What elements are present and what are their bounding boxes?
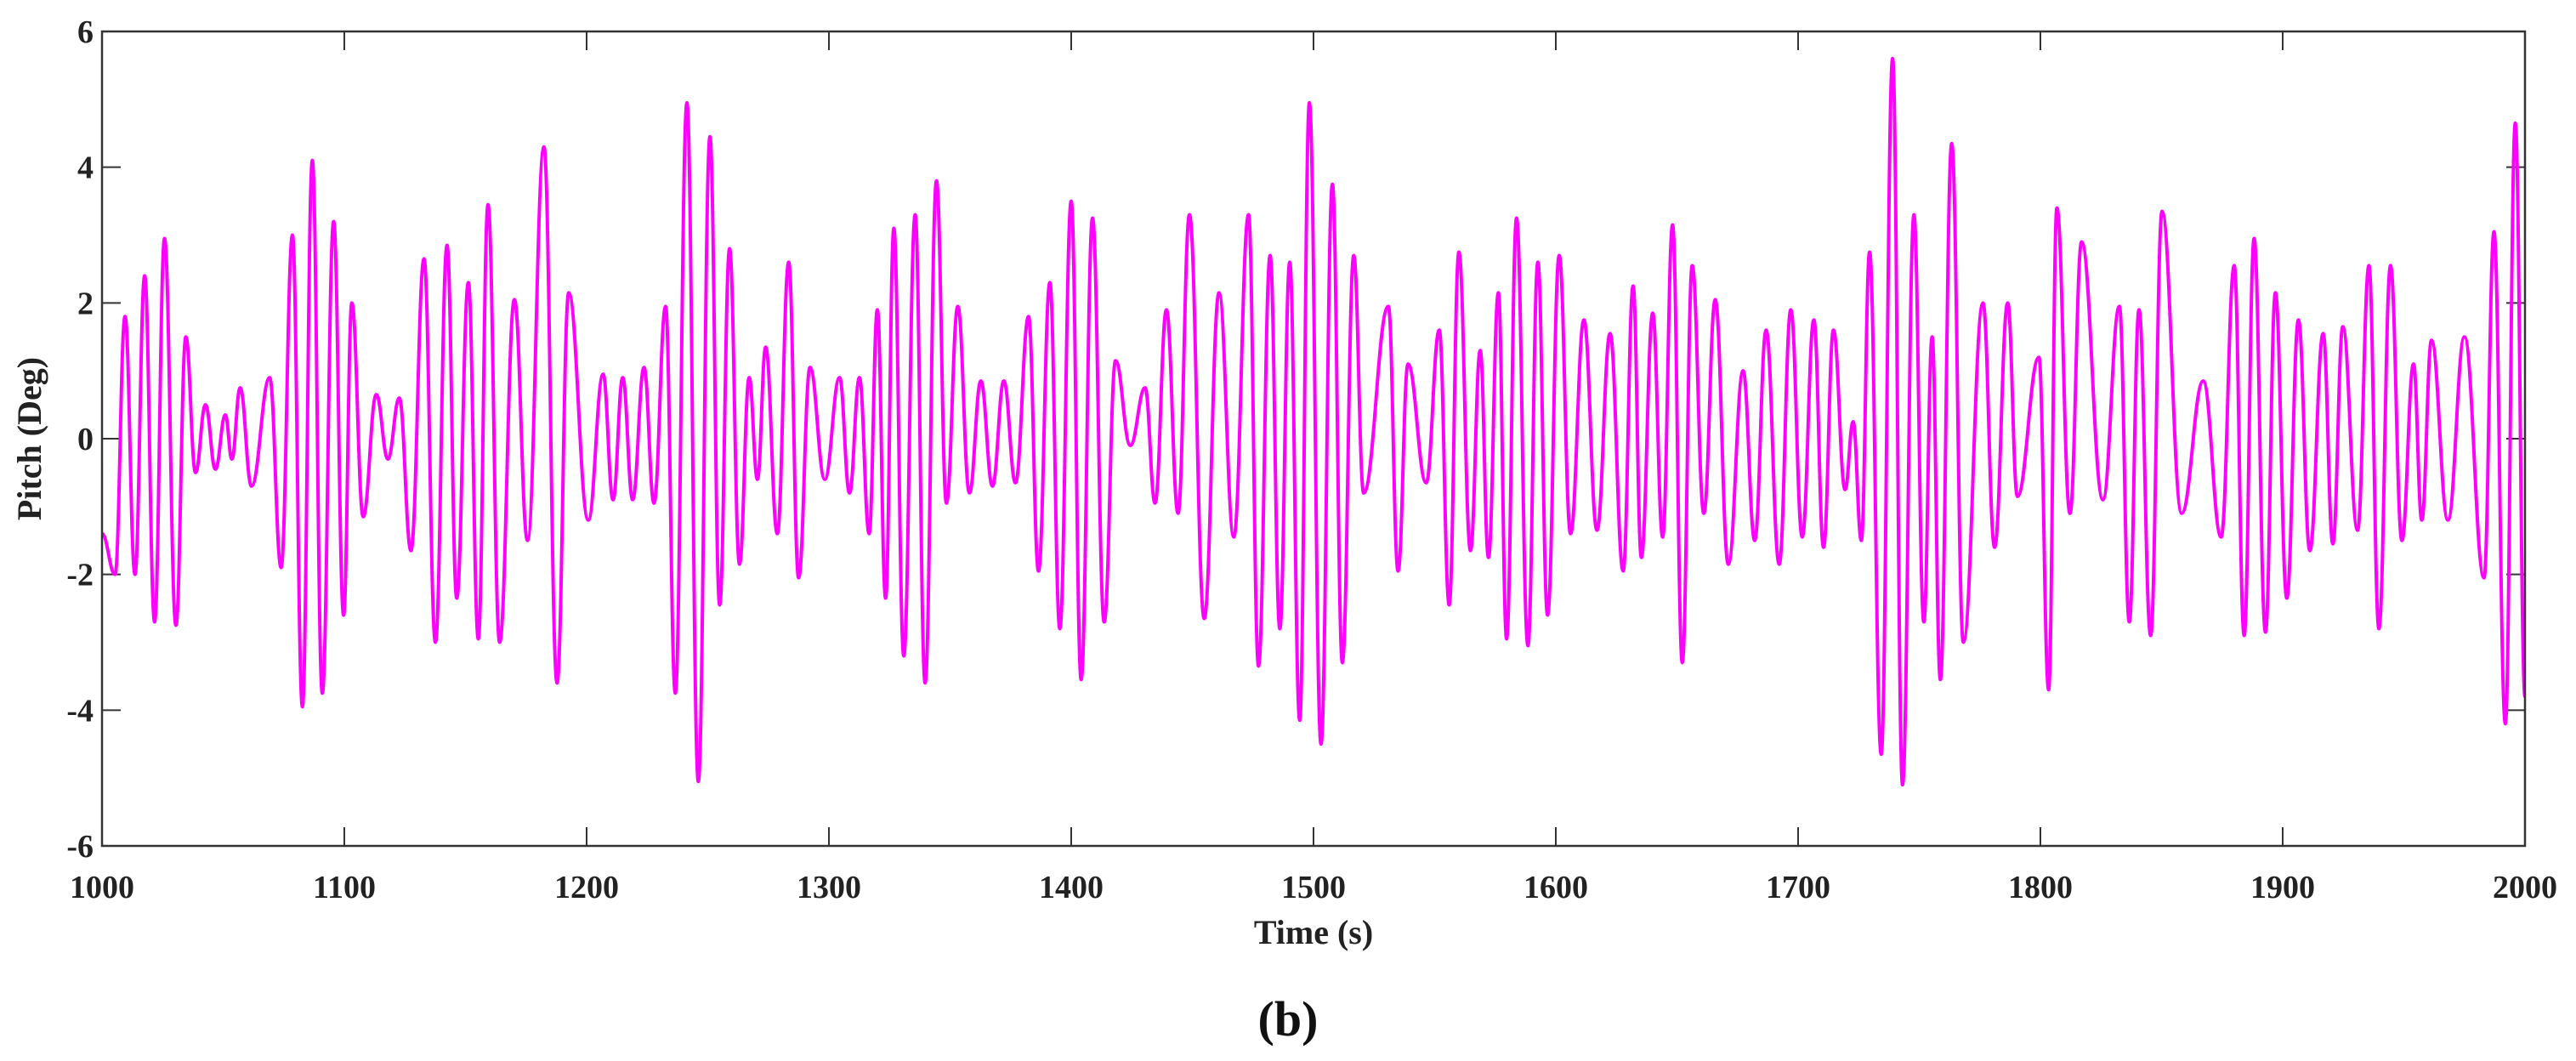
pitch-line — [102, 56, 2525, 787]
y-axis-label: Pitch (Deg) — [10, 357, 48, 520]
x-tick-label: 2000 — [2493, 870, 2557, 905]
y-tick-label: 4 — [77, 150, 94, 186]
y-tick-label: 0 — [77, 422, 94, 457]
x-tick-label: 1900 — [2250, 870, 2315, 905]
x-tick-label: 1100 — [313, 870, 376, 905]
x-axis-label: Time (s) — [1254, 913, 1373, 951]
y-tick-label: -4 — [66, 693, 94, 729]
y-tick-label: -6 — [66, 829, 94, 865]
y-tick-label: 2 — [77, 286, 94, 321]
x-tick-label: 1200 — [554, 870, 619, 905]
x-tick-label: 1800 — [2008, 870, 2073, 905]
x-tick-label: 1700 — [1766, 870, 1830, 905]
y-tick-label: -2 — [66, 558, 94, 593]
x-tick-label: 1500 — [1281, 870, 1346, 905]
caption: (b) — [1258, 991, 1319, 1047]
x-tick-label: 1400 — [1039, 870, 1104, 905]
x-tick-label: 1000 — [70, 870, 134, 905]
x-tick-label: 1300 — [797, 870, 861, 905]
plot-area — [102, 56, 2525, 787]
y-tick-label: 6 — [77, 14, 94, 50]
plot-frame — [100, 30, 2527, 848]
x-tick-label: 1600 — [1523, 870, 1588, 905]
